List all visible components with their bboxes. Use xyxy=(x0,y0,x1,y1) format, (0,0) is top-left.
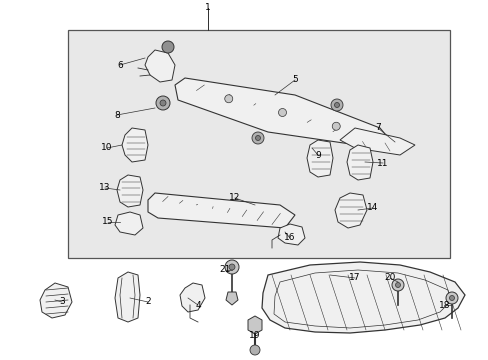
Bar xyxy=(68,30,449,258)
Circle shape xyxy=(255,135,260,140)
Text: 1: 1 xyxy=(204,4,210,13)
Text: 10: 10 xyxy=(101,144,113,153)
Circle shape xyxy=(448,296,453,301)
Polygon shape xyxy=(334,193,366,228)
Circle shape xyxy=(251,132,264,144)
Text: 6: 6 xyxy=(117,60,122,69)
Circle shape xyxy=(330,99,342,111)
Circle shape xyxy=(224,95,232,103)
Polygon shape xyxy=(247,316,262,334)
Text: 2: 2 xyxy=(145,297,150,306)
Circle shape xyxy=(334,103,339,108)
Text: 14: 14 xyxy=(366,203,378,212)
Polygon shape xyxy=(115,272,140,322)
Polygon shape xyxy=(180,283,204,312)
Text: 7: 7 xyxy=(374,123,380,132)
Polygon shape xyxy=(262,262,464,333)
Text: 15: 15 xyxy=(102,217,114,226)
Circle shape xyxy=(445,292,457,304)
Text: 8: 8 xyxy=(114,111,120,120)
Text: 18: 18 xyxy=(438,301,450,310)
Polygon shape xyxy=(122,128,148,162)
Polygon shape xyxy=(40,283,72,318)
Text: 20: 20 xyxy=(384,274,395,283)
Text: 9: 9 xyxy=(314,150,320,159)
Polygon shape xyxy=(278,224,305,245)
Circle shape xyxy=(395,283,400,288)
Circle shape xyxy=(156,96,170,110)
Polygon shape xyxy=(117,175,142,207)
Polygon shape xyxy=(339,128,414,155)
Text: 12: 12 xyxy=(229,194,240,202)
Text: 11: 11 xyxy=(376,158,388,167)
Polygon shape xyxy=(306,140,332,177)
Text: 5: 5 xyxy=(291,76,297,85)
Circle shape xyxy=(160,100,165,106)
Text: 19: 19 xyxy=(249,330,260,339)
Polygon shape xyxy=(225,292,238,305)
Circle shape xyxy=(162,41,174,53)
Circle shape xyxy=(228,264,235,270)
Circle shape xyxy=(224,260,239,274)
Polygon shape xyxy=(148,193,294,228)
Text: 3: 3 xyxy=(59,297,65,306)
Circle shape xyxy=(249,345,260,355)
Text: 4: 4 xyxy=(195,301,201,310)
Text: 16: 16 xyxy=(284,234,295,243)
Polygon shape xyxy=(346,145,372,180)
Polygon shape xyxy=(145,50,175,82)
Text: 13: 13 xyxy=(99,184,110,193)
Text: 17: 17 xyxy=(348,274,360,283)
Circle shape xyxy=(331,122,340,130)
Circle shape xyxy=(391,279,403,291)
Circle shape xyxy=(278,108,286,117)
Polygon shape xyxy=(115,212,142,235)
Text: 21: 21 xyxy=(219,266,230,274)
Polygon shape xyxy=(175,78,389,148)
